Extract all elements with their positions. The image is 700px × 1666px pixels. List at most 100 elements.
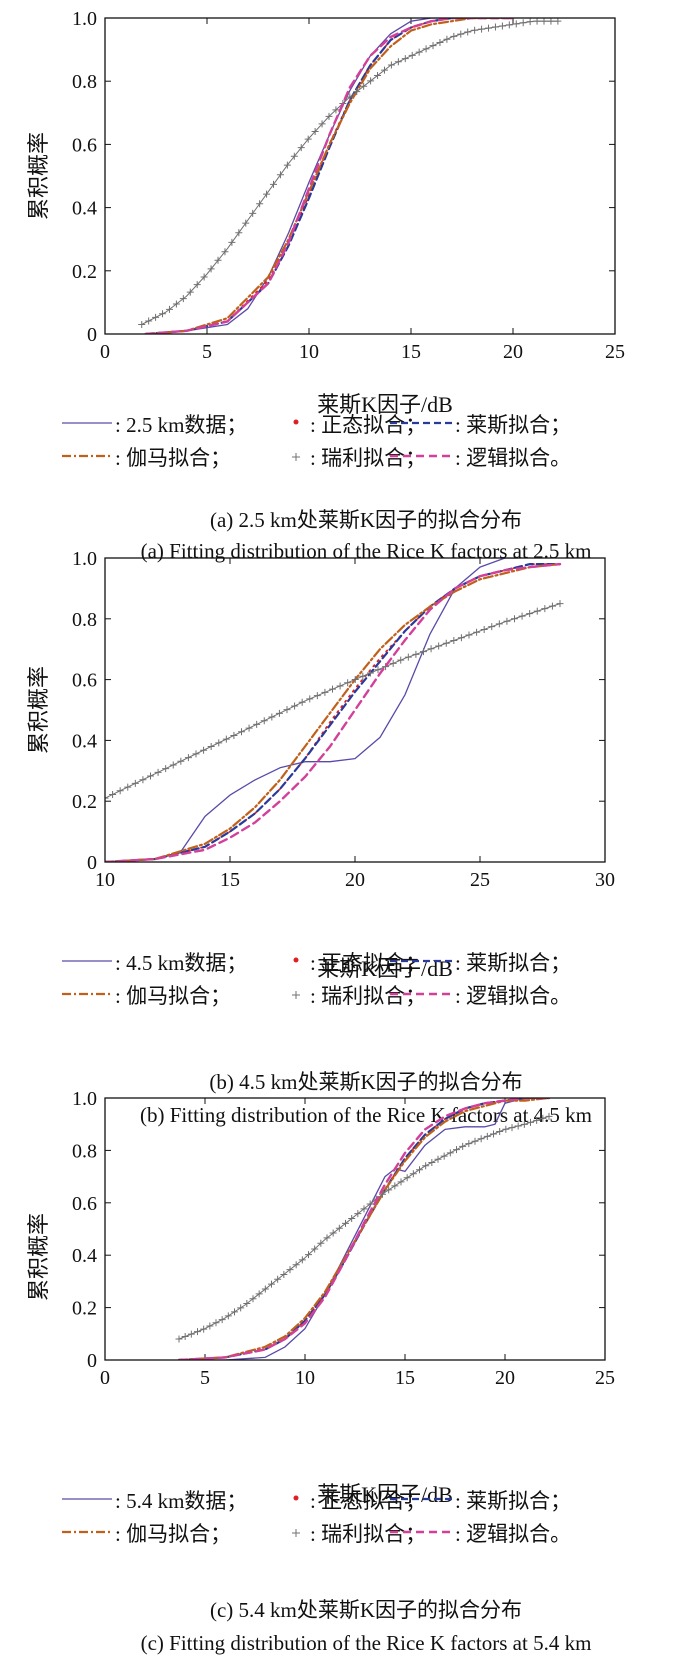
caption-en: (b) Fitting distribution of the Rice K f… (140, 1103, 592, 1127)
panel-a: 累积概率 莱斯K因子/dB : 2.5 km数据；: 正态拟合；: 莱斯拟合；:… (26, 8, 625, 563)
y-axis-label: 累积概率 (26, 132, 51, 220)
rayleigh-marker (435, 642, 443, 650)
rayleigh-marker (548, 602, 556, 610)
y-tick-label: 0.2 (72, 261, 97, 283)
rayleigh-marker (237, 1304, 245, 1312)
rayleigh-marker (490, 1130, 497, 1138)
rayleigh-marker (175, 1335, 183, 1343)
rayleigh-marker (187, 1330, 195, 1338)
y-tick-label: 0.8 (72, 71, 97, 93)
rayleigh-marker (297, 144, 305, 152)
rayleigh-marker (511, 615, 518, 623)
series-gamma-line (144, 18, 515, 334)
rayleigh-marker (109, 790, 117, 798)
rayleigh-marker (280, 1270, 288, 1278)
rayleigh-marker (478, 25, 486, 33)
rayleigh-marker (354, 1210, 362, 1218)
rayleigh-marker (465, 631, 473, 639)
rayleigh-marker (473, 628, 481, 636)
x-axis-label: 莱斯K因子/dB (317, 956, 453, 981)
rayleigh-marker (181, 1333, 189, 1341)
plot-frame (104, 17, 616, 335)
rayleigh-marker (483, 1132, 491, 1140)
series-rice-line (144, 18, 515, 334)
legend-marker-normal (293, 419, 299, 425)
rayleigh-marker (214, 256, 222, 264)
rayleigh-marker (184, 754, 192, 762)
rayleigh-marker (480, 625, 488, 633)
x-tick-label: 25 (470, 869, 490, 891)
rayleigh-marker (311, 1245, 319, 1253)
legend-label: : 伽马拟合； (115, 446, 231, 470)
rayleigh-marker (443, 35, 451, 43)
rayleigh-marker (422, 1162, 430, 1170)
panel-b: 累积概率 莱斯K因子/dB : 4.5 km数据；: 正态拟合；: 莱斯拟合；:… (26, 548, 615, 1127)
legend-label: : 正态拟合； (310, 1489, 426, 1513)
rayleigh-marker (335, 1224, 343, 1232)
rayleigh-marker (260, 717, 268, 725)
rayleigh-marker (342, 1219, 349, 1227)
rayleigh-marker (274, 1275, 282, 1283)
plot-frame (104, 557, 606, 863)
rayleigh-marker (496, 1128, 504, 1136)
y-tick-label: 0 (87, 324, 97, 346)
rayleigh-marker (283, 161, 291, 169)
rayleigh-marker (527, 1118, 534, 1126)
panel-c: 累积概率 莱斯K因子/dB : 5.4 km数据；: 正态拟合；: 莱斯拟合；:… (26, 1088, 615, 1655)
x-tick-label: 25 (595, 1367, 615, 1389)
rayleigh-marker (131, 779, 139, 787)
rayleigh-marker (389, 659, 397, 667)
rayleigh-marker (508, 1124, 516, 1132)
series-logistic-line (105, 562, 562, 862)
rayleigh-marker (420, 648, 427, 656)
y-tick-label: 0.6 (72, 134, 97, 156)
legend-label: : 5.4 km数据； (115, 1489, 247, 1513)
legend-label: : 莱斯拟合； (455, 1489, 571, 1513)
rayleigh-marker (366, 669, 374, 677)
y-tick-label: 0.2 (72, 1298, 97, 1320)
rayleigh-marker (359, 672, 367, 680)
rayleigh-marker (200, 746, 208, 754)
rayleigh-marker (306, 695, 314, 703)
y-tick-label: 0.2 (72, 791, 97, 813)
rayleigh-marker (526, 610, 534, 618)
rayleigh-marker (253, 720, 261, 728)
rayleigh-marker (457, 30, 465, 38)
y-tick-label: 1.0 (72, 1088, 97, 1110)
rayleigh-marker (380, 66, 388, 74)
rayleigh-marker (545, 1112, 553, 1120)
rayleigh-marker (193, 281, 201, 289)
rayleigh-marker (298, 698, 306, 706)
rayleigh-marker (228, 238, 236, 246)
rayleigh-marker (464, 28, 472, 36)
rayleigh-marker (519, 19, 527, 27)
rayleigh-marker (471, 26, 479, 34)
rayleigh-marker (116, 787, 124, 795)
rayleigh-marker (242, 219, 250, 227)
rayleigh-marker (218, 1316, 226, 1324)
rayleigh-marker (261, 1285, 269, 1293)
y-tick-label: 0.8 (72, 609, 97, 631)
rayleigh-marker (336, 682, 344, 690)
series-group (138, 18, 562, 334)
rayleigh-marker (243, 1300, 251, 1308)
series-group (175, 1098, 553, 1360)
rayleigh-marker (477, 1135, 485, 1143)
rayleigh-marker (540, 18, 548, 25)
rayleigh-marker (453, 1146, 460, 1154)
series-gamma-line (177, 1098, 551, 1360)
rayleigh-marker (459, 1142, 467, 1150)
rayleigh-marker (329, 1229, 337, 1237)
legend: : 2.5 km数据；: 正态拟合；: 莱斯拟合；: 伽马拟合；: 瑞利拟合；:… (62, 413, 571, 470)
rayleigh-marker (105, 794, 109, 802)
y-tick-label: 0.4 (72, 198, 97, 220)
x-tick-label: 25 (605, 341, 625, 363)
rayleigh-marker (179, 295, 187, 303)
rayleigh-marker (194, 1328, 201, 1336)
rayleigh-marker (275, 709, 283, 717)
legend-label: : 正态拟合； (310, 413, 426, 437)
y-tick-label: 0.4 (72, 730, 97, 752)
rayleigh-marker (145, 317, 153, 325)
rayleigh-marker (255, 1290, 263, 1298)
